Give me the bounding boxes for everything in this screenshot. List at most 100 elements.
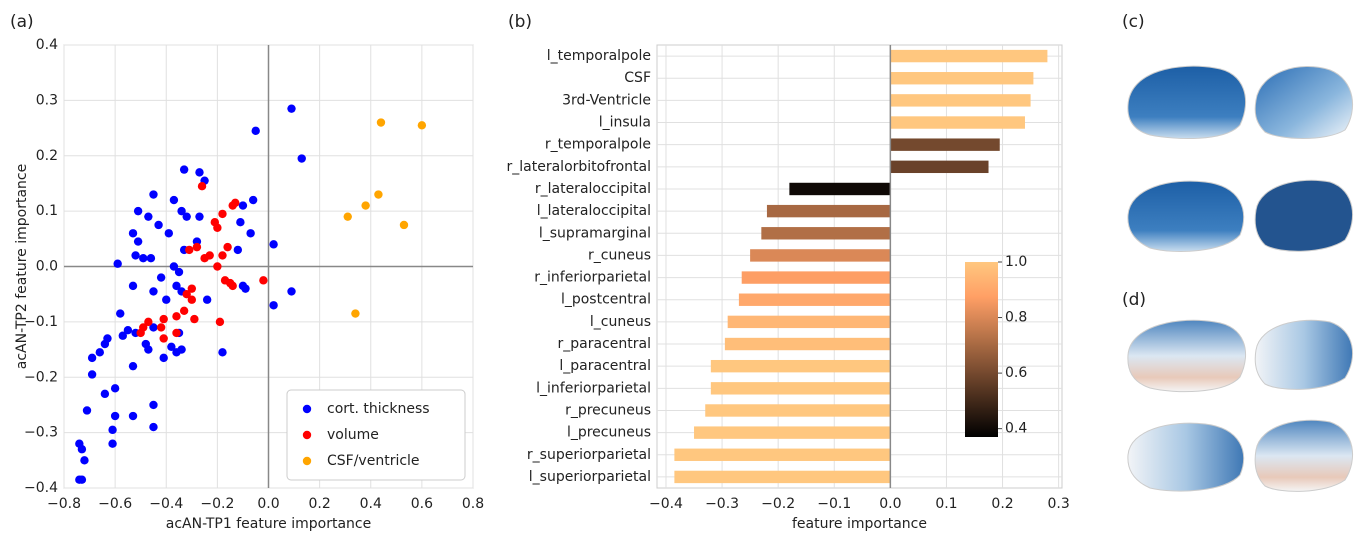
x-tick-label: −0.3 xyxy=(705,496,739,512)
point xyxy=(149,287,157,295)
point xyxy=(88,370,96,378)
point xyxy=(157,273,165,281)
point xyxy=(180,307,188,315)
y-tick-label: r_paracentral xyxy=(558,336,651,352)
point xyxy=(216,318,224,326)
point xyxy=(165,229,173,237)
y-tick-label: −0.2 xyxy=(24,369,58,385)
point xyxy=(134,237,142,245)
point xyxy=(101,390,109,398)
bar xyxy=(725,338,890,350)
point xyxy=(139,254,147,262)
x-axis-label: feature importance xyxy=(792,516,927,532)
point xyxy=(351,309,359,317)
point xyxy=(172,329,180,337)
x-tick-label: −0.4 xyxy=(649,496,683,512)
point xyxy=(234,246,242,254)
legend-marker xyxy=(303,431,311,439)
y-tick-label: r_lateralorbitofrontal xyxy=(507,159,651,175)
point xyxy=(80,456,88,464)
y-tick-label: −0.4 xyxy=(24,480,58,496)
point xyxy=(101,340,109,348)
y-tick-label: l_inferiorparietal xyxy=(536,380,651,396)
x-tick-label: −0.4 xyxy=(149,496,183,512)
point xyxy=(83,406,91,414)
x-tick-label: −0.6 xyxy=(98,496,132,512)
y-tick-label: l_lateraloccipital xyxy=(537,203,651,219)
y-tick-label: r_temporalpole xyxy=(545,137,651,153)
y-tick-label: 0.2 xyxy=(36,148,58,164)
legend-marker xyxy=(303,457,311,465)
brain-d-medial-2 xyxy=(1128,423,1244,491)
point xyxy=(96,348,104,356)
point xyxy=(162,296,170,304)
y-tick-label: r_inferiorparietal xyxy=(534,270,651,286)
x-tick-label: 0.2 xyxy=(991,496,1013,512)
point xyxy=(172,348,180,356)
point xyxy=(185,246,193,254)
point xyxy=(159,354,167,362)
x-tick-label: 0.8 xyxy=(462,496,484,512)
point xyxy=(269,240,277,248)
point xyxy=(183,290,191,298)
point xyxy=(229,282,237,290)
brain-d-lateral-1 xyxy=(1128,320,1246,391)
point xyxy=(129,362,137,370)
bar xyxy=(728,316,891,328)
point xyxy=(183,212,191,220)
point xyxy=(198,182,206,190)
x-tick-label: 0.0 xyxy=(879,496,901,512)
point xyxy=(108,440,116,448)
y-tick-label: CSF xyxy=(624,70,651,86)
point xyxy=(78,445,86,453)
point xyxy=(213,224,221,232)
bar xyxy=(705,404,890,416)
bar xyxy=(742,271,891,283)
y-tick-label: r_precuneus xyxy=(565,402,651,418)
y-tick-label: −0.3 xyxy=(24,425,58,441)
y-tick-label: r_superiorparietal xyxy=(527,447,651,463)
x-tick-label: −0.1 xyxy=(817,496,851,512)
y-tick-label: l_paracentral xyxy=(559,358,651,374)
y-tick-label: l_cuneus xyxy=(590,314,651,330)
point xyxy=(144,212,152,220)
plot-frame xyxy=(657,45,1062,488)
point xyxy=(259,276,267,284)
y-tick-label: 0.1 xyxy=(36,203,58,219)
point xyxy=(129,282,137,290)
point xyxy=(78,475,86,483)
y-tick-label: r_cuneus xyxy=(588,247,651,263)
bar xyxy=(694,426,890,438)
point xyxy=(154,221,162,229)
bar xyxy=(711,382,891,394)
point xyxy=(108,426,116,434)
point xyxy=(111,412,119,420)
point xyxy=(239,201,247,209)
y-tick-label: l_precuneus xyxy=(567,425,651,441)
legend-label: cort. thickness xyxy=(327,401,430,417)
point xyxy=(218,251,226,259)
x-tick-label: 0.6 xyxy=(411,496,433,512)
point xyxy=(119,332,127,340)
y-tick-label: 0.4 xyxy=(36,37,58,53)
y-tick-label: r_lateraloccipital xyxy=(535,181,651,197)
legend-label: volume xyxy=(327,427,379,443)
brain-c-lateral-2 xyxy=(1255,180,1352,251)
bar xyxy=(890,138,999,150)
point xyxy=(252,127,260,135)
point xyxy=(159,334,167,342)
panel-label: (d) xyxy=(1122,290,1146,310)
point xyxy=(149,401,157,409)
bar xyxy=(761,227,890,239)
point xyxy=(113,260,121,268)
x-tick-label: 0.3 xyxy=(1048,496,1070,512)
point xyxy=(157,323,165,331)
x-tick-label: −0.8 xyxy=(47,496,81,512)
point xyxy=(344,212,352,220)
legend-label: CSF/ventricle xyxy=(327,453,420,469)
bar xyxy=(890,116,1025,128)
point xyxy=(218,348,226,356)
point xyxy=(170,196,178,204)
x-tick-label: 0.1 xyxy=(935,496,957,512)
point xyxy=(129,412,137,420)
